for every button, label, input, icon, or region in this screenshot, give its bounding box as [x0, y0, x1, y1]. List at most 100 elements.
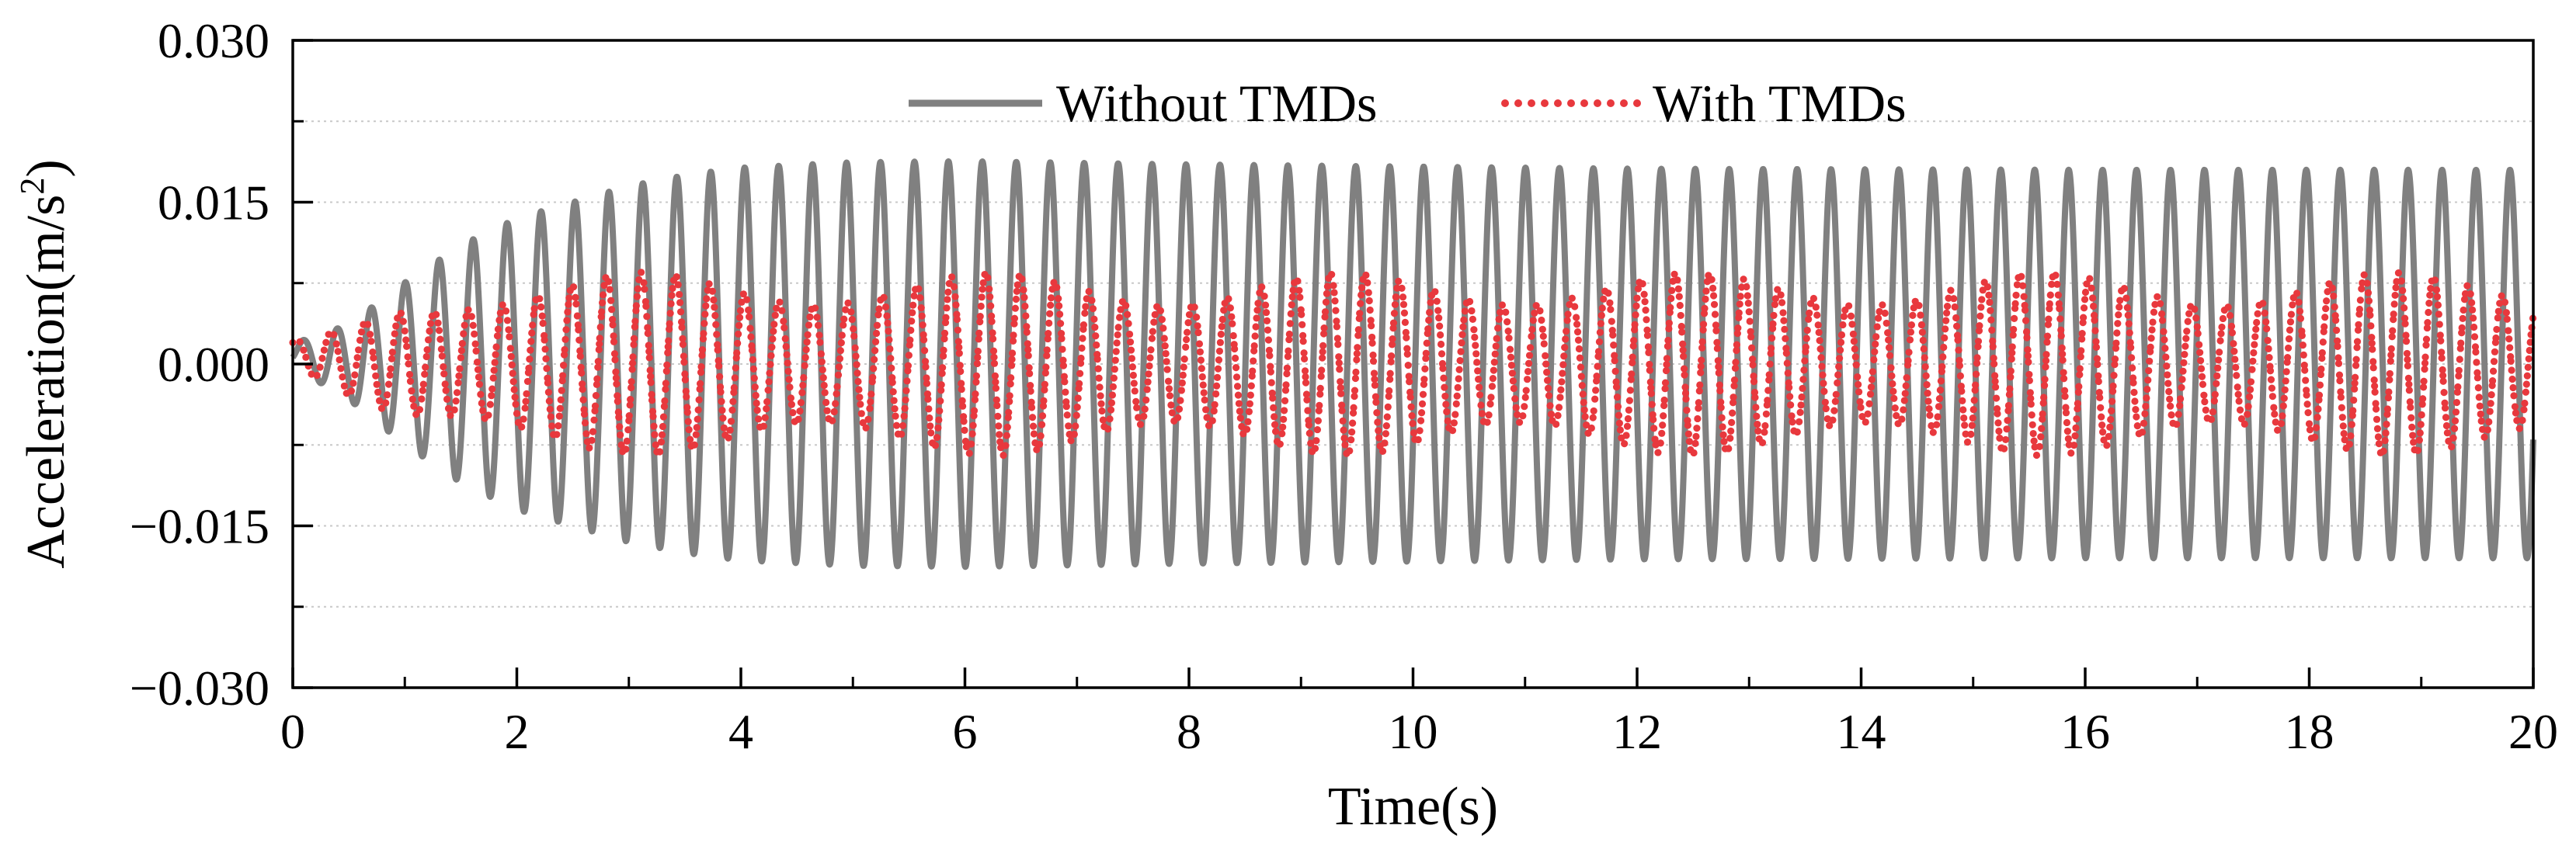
series-dot	[2021, 307, 2029, 314]
series-dot	[1053, 283, 1061, 291]
series-dot	[1817, 354, 1825, 362]
series-dot	[1177, 397, 1184, 404]
series-dot	[2382, 429, 2390, 437]
series-dot	[1156, 307, 1165, 314]
series-dot	[1719, 431, 1727, 439]
series-dot	[1162, 349, 1170, 358]
series-dot	[629, 353, 637, 361]
series-dot	[883, 312, 891, 320]
series-dot	[1606, 299, 1614, 307]
series-dot	[1643, 316, 1650, 324]
series-dot	[595, 345, 603, 354]
series-dot	[2383, 405, 2392, 413]
series-dot	[755, 415, 763, 423]
series-dot	[1505, 334, 1513, 342]
series-dot	[1262, 308, 1271, 317]
series-dot	[1378, 447, 1387, 456]
series-dot	[596, 340, 603, 348]
series-dot	[2456, 355, 2463, 363]
series-dot	[1695, 387, 1703, 395]
x-tick-label: 10	[1389, 704, 1438, 759]
series-dot	[1642, 307, 1650, 314]
series-dot	[1580, 398, 1587, 407]
series-dot	[479, 407, 487, 414]
series-dot	[803, 338, 811, 346]
series-dot	[2328, 284, 2336, 292]
series-dot	[486, 400, 494, 408]
series-dot	[1660, 412, 1667, 420]
series-dot	[2287, 310, 2296, 318]
series-dot	[2404, 355, 2411, 363]
series-dot	[888, 364, 895, 372]
series-dot	[2060, 369, 2067, 376]
series-dot	[1725, 445, 1733, 453]
series-dot	[1299, 331, 1307, 339]
series-dot	[1062, 388, 1069, 396]
series-dot	[920, 331, 927, 338]
series-dot	[530, 310, 537, 318]
series-dot	[1453, 392, 1461, 400]
series-dot	[2313, 424, 2320, 432]
series-dot	[1097, 400, 1105, 407]
series-dot	[2081, 296, 2089, 303]
series-dot	[1656, 439, 1664, 447]
series-dot	[577, 363, 585, 371]
series-dot	[1713, 338, 1721, 346]
series-dot	[2384, 394, 2393, 402]
series-dot	[678, 324, 686, 331]
series-dot	[1197, 356, 1205, 364]
series-dot	[926, 422, 934, 430]
series-dot	[1783, 359, 1791, 367]
series-dot	[2316, 381, 2324, 389]
series-dot	[2191, 305, 2199, 313]
series-dot	[1712, 321, 1720, 329]
series-dot	[2180, 359, 2188, 366]
series-dot	[992, 378, 999, 386]
series-dot	[415, 406, 424, 414]
series-dot	[1696, 381, 1704, 389]
series-dot	[2232, 363, 2240, 371]
series-dot	[1987, 316, 1995, 324]
series-dot	[1575, 345, 1583, 353]
series-dot	[1354, 331, 1362, 339]
series-dot	[1771, 295, 1779, 303]
series-dot	[2004, 417, 2011, 425]
series-dot	[1985, 291, 1993, 299]
series-dot	[1839, 321, 1847, 329]
series-dot	[1489, 374, 1497, 383]
series-dot	[1917, 321, 1925, 329]
series-dot	[1714, 357, 1722, 365]
series-dot	[2435, 321, 2443, 328]
series-dot	[565, 300, 572, 308]
series-dot	[2501, 298, 2509, 306]
series-dot	[662, 367, 670, 375]
series-dot	[1300, 355, 1309, 363]
series-dot	[1244, 418, 1252, 425]
series-dot	[1425, 316, 1433, 324]
series-dot	[2045, 315, 2053, 323]
series-dot	[2246, 386, 2254, 394]
series-dot	[1959, 406, 1967, 414]
series-dot	[1235, 400, 1243, 407]
series-dot	[1129, 371, 1137, 380]
series-dot	[1580, 406, 1588, 414]
series-dot	[2340, 429, 2348, 438]
series-dot	[1886, 352, 1894, 359]
series-dot	[1218, 315, 1226, 324]
series-dot	[2471, 343, 2480, 351]
series-dot	[1104, 425, 1112, 433]
series-dot	[1643, 326, 1651, 334]
series-dot	[705, 280, 713, 288]
series-dot	[2032, 451, 2041, 459]
series-dot	[1406, 394, 1414, 401]
series-dot	[974, 347, 982, 355]
series-dot	[976, 313, 984, 321]
series-dot	[1249, 367, 1257, 375]
series-dot	[923, 374, 930, 382]
series-dot	[698, 352, 706, 359]
series-dot	[2128, 354, 2136, 362]
series-dot	[1354, 326, 1362, 334]
series-dot	[2341, 436, 2348, 444]
series-dot	[727, 418, 735, 425]
series-dot	[1470, 326, 1478, 334]
